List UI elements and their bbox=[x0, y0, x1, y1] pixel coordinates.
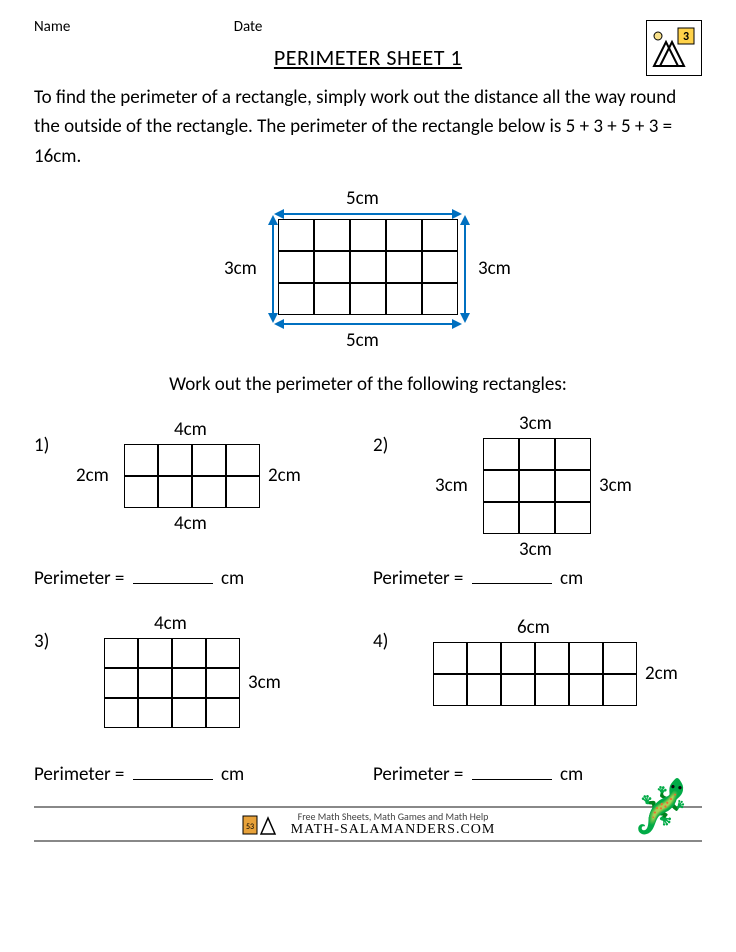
rectangle-diagram: 4cm 3cm bbox=[34, 608, 363, 758]
dim-left: 2cm bbox=[76, 464, 109, 487]
answer-line: Perimeter = cm bbox=[34, 762, 363, 786]
answer-blank[interactable] bbox=[133, 566, 213, 584]
answer-unit: cm bbox=[217, 567, 245, 590]
grade-badge: 3 bbox=[646, 20, 702, 76]
dim-top: 6cm bbox=[517, 616, 550, 639]
dim-right: 3cm bbox=[248, 671, 281, 694]
problem-4: 4)6cm2cmPerimeter = cm bbox=[373, 608, 702, 786]
example-top-label: 5cm bbox=[346, 187, 379, 210]
header-line: Name Date bbox=[34, 18, 702, 36]
dim-left: 3cm bbox=[435, 474, 468, 497]
dim-bottom: 3cm bbox=[519, 538, 552, 561]
answer-unit: cm bbox=[556, 567, 584, 590]
example-left-label: 3cm bbox=[224, 257, 257, 280]
example-bottom-label: 5cm bbox=[346, 329, 379, 352]
example-diagram: 5cm 5cm 3cm 3cm bbox=[34, 185, 702, 355]
date-label: Date bbox=[234, 18, 263, 36]
answer-line: Perimeter = cm bbox=[373, 566, 702, 590]
grade-number: 3 bbox=[683, 30, 689, 44]
footer-brand: MATH-SALAMANDERS.COM bbox=[291, 822, 496, 837]
problem-3: 3)4cm3cmPerimeter = cm bbox=[34, 608, 363, 786]
answer-blank[interactable] bbox=[133, 762, 213, 780]
answer-unit: cm bbox=[556, 763, 584, 786]
answer-line: Perimeter = cm bbox=[34, 566, 363, 590]
prompt-text: Work out the perimeter of the following … bbox=[34, 373, 702, 396]
dim-right: 2cm bbox=[645, 662, 678, 685]
page-title: PERIMETER SHEET 1 bbox=[34, 44, 702, 71]
answer-prefix: Perimeter = bbox=[373, 763, 463, 786]
rectangle-diagram: 4cm 2cm 4cm 2cm bbox=[34, 412, 363, 562]
dim-top: 4cm bbox=[154, 612, 187, 635]
problem-1: 1)4cm2cm4cm2cmPerimeter = cm bbox=[34, 412, 363, 590]
dim-bottom: 4cm bbox=[174, 512, 207, 535]
answer-blank[interactable] bbox=[472, 762, 552, 780]
answer-prefix: Perimeter = bbox=[373, 567, 463, 590]
problem-2: 2)3cm3cm3cm3cmPerimeter = cm bbox=[373, 412, 702, 590]
dim-top: 4cm bbox=[174, 418, 207, 441]
answer-unit: cm bbox=[217, 763, 245, 786]
answer-prefix: Perimeter = bbox=[34, 763, 124, 786]
footer-tagline: Free Math Sheets, Math Games and Math He… bbox=[291, 811, 496, 822]
dim-top: 3cm bbox=[519, 412, 552, 435]
rectangle-diagram: 6cm 2cm bbox=[373, 608, 702, 758]
svg-text:53: 53 bbox=[246, 822, 254, 832]
intro-text: To find the perimeter of a rectangle, si… bbox=[34, 83, 702, 171]
answer-prefix: Perimeter = bbox=[34, 567, 124, 590]
footer: 53 Free Math Sheets, Math Games and Math… bbox=[34, 806, 702, 842]
footer-logo-icon: 53 bbox=[241, 810, 281, 838]
dim-right: 3cm bbox=[599, 474, 632, 497]
answer-blank[interactable] bbox=[472, 566, 552, 584]
dim-right: 2cm bbox=[268, 464, 301, 487]
salamander-icon: 🦎 bbox=[631, 774, 696, 838]
rectangle-diagram: 3cm 3cm 3cm 3cm bbox=[373, 412, 702, 562]
example-right-label: 3cm bbox=[478, 257, 511, 280]
name-label: Name bbox=[34, 18, 70, 36]
